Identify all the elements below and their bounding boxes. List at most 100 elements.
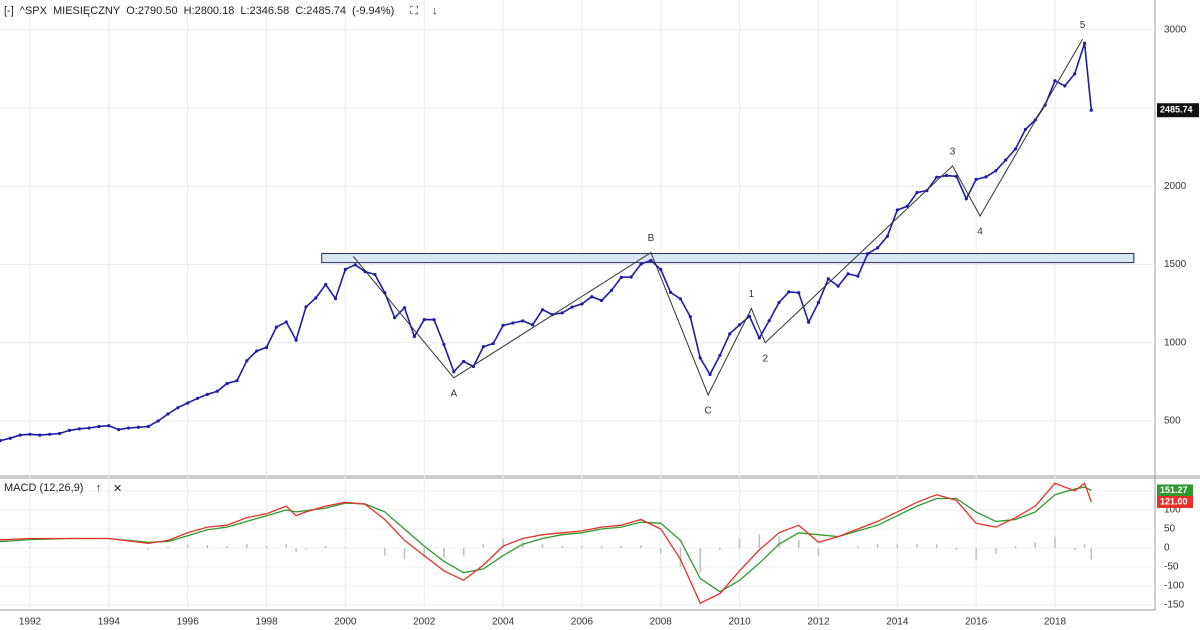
price-point bbox=[343, 267, 347, 271]
price-point bbox=[373, 272, 377, 277]
price-point bbox=[452, 370, 456, 374]
price-point bbox=[944, 174, 949, 178]
price-point bbox=[669, 290, 673, 294]
x-tick-label: 1998 bbox=[255, 617, 278, 628]
price-point bbox=[18, 433, 22, 437]
wave-lines bbox=[352, 38, 1084, 397]
price-point bbox=[678, 297, 683, 301]
price-point bbox=[67, 428, 72, 432]
price-point bbox=[590, 295, 594, 299]
price-point bbox=[540, 308, 545, 312]
wave-label: 5 bbox=[1080, 20, 1086, 31]
macd-header: MACD (12,26,9) ↑ ✕ bbox=[4, 482, 122, 495]
x-tick-label: 2002 bbox=[413, 617, 436, 628]
price-point bbox=[905, 204, 909, 208]
price-point bbox=[708, 372, 712, 377]
price-point bbox=[353, 263, 357, 267]
price-point bbox=[38, 433, 42, 437]
price-point bbox=[521, 319, 525, 323]
y-tick-label: 1000 bbox=[1164, 337, 1187, 348]
price-point bbox=[511, 321, 515, 325]
wave-label: 2 bbox=[762, 353, 768, 364]
open: O:2790.50 bbox=[126, 5, 178, 17]
price-point bbox=[747, 314, 752, 318]
price-point bbox=[777, 300, 781, 305]
price-point bbox=[1004, 158, 1008, 162]
price-point bbox=[738, 323, 742, 327]
wave-label: B bbox=[648, 233, 655, 244]
price-point bbox=[787, 290, 791, 294]
price-point bbox=[964, 197, 968, 201]
price-point bbox=[994, 169, 998, 173]
price-point bbox=[126, 426, 131, 430]
price-point bbox=[432, 318, 436, 322]
wave-label: 3 bbox=[950, 147, 956, 158]
price-point bbox=[639, 262, 643, 266]
price-point bbox=[117, 428, 121, 432]
price-point bbox=[314, 296, 318, 300]
y-tick-label: 0 bbox=[1164, 543, 1170, 554]
price-point bbox=[757, 336, 761, 340]
x-tick-label: 2000 bbox=[334, 617, 357, 628]
price-point bbox=[107, 424, 111, 428]
price-point bbox=[491, 341, 495, 346]
price-point bbox=[1089, 108, 1093, 112]
price-point bbox=[984, 175, 988, 179]
x-tick-label: 2004 bbox=[492, 617, 515, 628]
y-tick-label: -100 bbox=[1164, 581, 1184, 592]
price-point bbox=[649, 258, 653, 263]
x-tick-label: 2014 bbox=[886, 617, 909, 628]
price-point bbox=[718, 353, 722, 358]
price-point bbox=[412, 334, 416, 339]
price-point bbox=[422, 317, 426, 322]
price-point bbox=[57, 431, 62, 436]
price-point bbox=[846, 272, 850, 276]
price-point bbox=[600, 298, 604, 303]
price-point bbox=[688, 315, 692, 319]
price-point bbox=[402, 306, 407, 310]
last-price-label: 2485.74 bbox=[1160, 105, 1193, 115]
macd-title: MACD (12,26,9) bbox=[4, 482, 84, 494]
y-tick-label: 3000 bbox=[1164, 24, 1187, 35]
price-point bbox=[915, 190, 919, 195]
price-point bbox=[186, 401, 190, 405]
price-point bbox=[728, 332, 732, 336]
price-point bbox=[333, 297, 338, 301]
price-point bbox=[235, 379, 239, 383]
price-point bbox=[97, 424, 101, 429]
price-point bbox=[826, 277, 830, 281]
price-point bbox=[195, 396, 200, 400]
price-point bbox=[580, 302, 584, 306]
close-icon[interactable]: ✕ bbox=[112, 483, 123, 495]
symbol: ^SPX bbox=[19, 5, 47, 17]
price-point bbox=[304, 305, 308, 309]
y-tick-label: -150 bbox=[1164, 600, 1184, 611]
price-point bbox=[609, 288, 614, 292]
price-point bbox=[215, 389, 219, 393]
price-point bbox=[1063, 84, 1067, 88]
price-point bbox=[176, 406, 180, 410]
y-tick-label: -50 bbox=[1164, 562, 1179, 573]
download-icon[interactable]: ↓ bbox=[431, 5, 438, 17]
price-point bbox=[866, 252, 870, 256]
fullscreen-icon[interactable]: ⛶ bbox=[410, 5, 418, 17]
price-point bbox=[255, 349, 259, 353]
price-point bbox=[462, 359, 466, 364]
change: (-9.94%) bbox=[352, 5, 395, 17]
interval: MIESIĘCZNY bbox=[52, 5, 121, 17]
y-tick-label: 2000 bbox=[1164, 181, 1187, 192]
price-point bbox=[166, 412, 170, 416]
collapse-button[interactable]: [-] bbox=[4, 5, 14, 17]
move-up-icon[interactable]: ↑ bbox=[95, 482, 101, 494]
price-point bbox=[87, 426, 91, 430]
price-point bbox=[245, 359, 249, 363]
price-point bbox=[1013, 147, 1018, 151]
price-point bbox=[1023, 127, 1028, 132]
macd-line bbox=[0, 482, 1092, 605]
price-point bbox=[1053, 79, 1057, 83]
price-point bbox=[28, 432, 32, 436]
price-point bbox=[264, 345, 269, 350]
price-point bbox=[570, 305, 574, 309]
wave-label: C bbox=[704, 406, 711, 417]
